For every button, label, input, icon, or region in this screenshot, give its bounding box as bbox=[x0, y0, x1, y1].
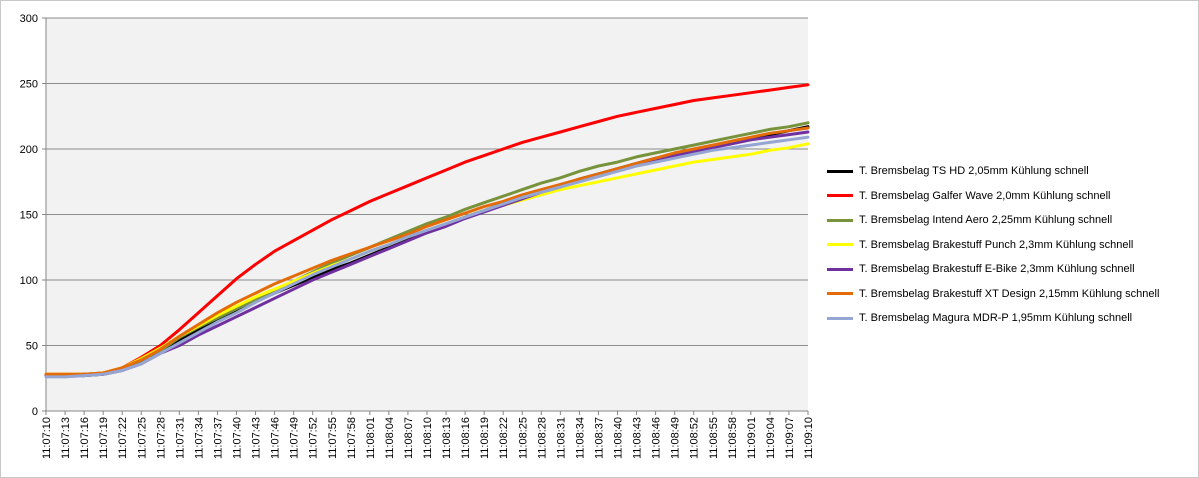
y-tick-label: 50 bbox=[26, 341, 38, 353]
legend-label: T. Bremsbelag Brakestuff Punch 2,3mm Küh… bbox=[859, 238, 1134, 251]
series-line-6 bbox=[44, 126, 810, 376]
x-tick-label: 11:07:31 bbox=[174, 417, 186, 459]
y-tick-label: 0 bbox=[32, 406, 38, 418]
x-tick-label: 11:07:58 bbox=[346, 417, 358, 459]
x-tick-label: 11:07:16 bbox=[79, 417, 91, 459]
x-tick-label: 11:08:19 bbox=[479, 417, 491, 459]
x-tick-label: 11:07:13 bbox=[60, 417, 72, 459]
series-lines bbox=[44, 83, 810, 379]
legend-item: T. Bremsbelag Brakestuff Punch 2,3mm Küh… bbox=[827, 233, 1159, 258]
x-tick-label: 11:07:22 bbox=[117, 417, 129, 459]
x-tick-label: 11:09:10 bbox=[803, 417, 815, 459]
x-tick-label: 11:07:34 bbox=[193, 417, 205, 459]
x-tick-label: 11:08:43 bbox=[632, 417, 644, 459]
x-tick-label: 11:08:25 bbox=[517, 417, 529, 459]
series-line-5 bbox=[44, 130, 810, 378]
legend-label: T. Bremsbelag Brakestuff E-Bike 2,3mm Kü… bbox=[859, 263, 1135, 276]
series-line-2 bbox=[44, 83, 810, 376]
legend-swatch bbox=[827, 267, 853, 271]
x-tick-label: 11:07:55 bbox=[327, 417, 339, 459]
x-tick-label: 11:07:28 bbox=[155, 417, 167, 459]
legend-swatch bbox=[827, 194, 853, 198]
x-tick-label: 11:07:25 bbox=[136, 417, 148, 459]
legend-item: T. Bremsbelag Brakestuff E-Bike 2,3mm Kü… bbox=[827, 257, 1159, 282]
legend-item: T. Bremsbelag Galfer Wave 2,0mm Kühlung … bbox=[827, 184, 1159, 209]
legend-item: T. Bremsbelag Intend Aero 2,25mm Kühlung… bbox=[827, 208, 1159, 233]
x-tick-label: 11:08:46 bbox=[651, 417, 663, 459]
legend-label: T. Bremsbelag Galfer Wave 2,0mm Kühlung … bbox=[859, 189, 1111, 202]
x-tick-label: 11:08:01 bbox=[365, 417, 377, 459]
x-tick-label: 11:09:07 bbox=[784, 417, 796, 459]
y-tick-label: 300 bbox=[20, 13, 38, 25]
x-tick-label: 11:08:31 bbox=[555, 417, 567, 459]
legend-swatch bbox=[827, 169, 853, 173]
x-tick-label: 11:08:55 bbox=[708, 417, 720, 459]
x-tick-label: 11:08:40 bbox=[613, 417, 625, 459]
x-tick-label: 11:08:58 bbox=[727, 417, 739, 459]
legend-item: T. Bremsbelag Brakestuff XT Design 2,15m… bbox=[827, 282, 1159, 307]
x-tick-label: 11:08:04 bbox=[384, 417, 396, 459]
x-tick-label: 11:07:19 bbox=[98, 417, 110, 459]
y-tick-label: 250 bbox=[20, 79, 38, 91]
x-tick-label: 11:08:37 bbox=[593, 417, 605, 459]
legend-label: T. Bremsbelag Intend Aero 2,25mm Kühlung… bbox=[859, 214, 1113, 227]
legend-swatch bbox=[827, 218, 853, 222]
x-tick-label: 11:08:22 bbox=[498, 417, 510, 459]
legend-swatch bbox=[827, 243, 853, 247]
y-tick-label: 100 bbox=[20, 275, 38, 287]
legend-label: T. Bremsbelag Magura MDR-P 1,95mm Kühlun… bbox=[859, 312, 1133, 325]
series-line-7 bbox=[44, 135, 810, 379]
x-tick-label: 11:07:37 bbox=[212, 417, 224, 459]
y-tick-label: 200 bbox=[20, 144, 38, 156]
legend-label: T. Bremsbelag Brakestuff XT Design 2,15m… bbox=[859, 287, 1160, 300]
x-axis-ticks: 11:07:10 11:07:13 11:07:16 11:07:19 11:07:22… bbox=[41, 411, 815, 459]
x-tick-label: 11:08:49 bbox=[670, 417, 682, 459]
x-tick-label: 11:07:52 bbox=[308, 417, 320, 459]
x-tick-label: 11:08:28 bbox=[536, 417, 548, 459]
legend-label: T. Bremsbelag TS HD 2,05mm Kühlung schne… bbox=[859, 165, 1089, 178]
x-tick-label: 11:08:10 bbox=[422, 417, 434, 459]
x-tick-label: 11:09:04 bbox=[765, 417, 777, 459]
x-tick-label: 11:08:52 bbox=[689, 417, 701, 459]
legend: T. Bremsbelag TS HD 2,05mm Kühlung schne… bbox=[827, 159, 1159, 331]
x-tick-label: 11:07:49 bbox=[289, 417, 301, 459]
x-tick-label: 11:07:46 bbox=[270, 417, 282, 459]
legend-item: T. Bremsbelag Magura MDR-P 1,95mm Kühlun… bbox=[827, 306, 1159, 331]
x-tick-label: 11:07:10 bbox=[41, 417, 53, 459]
legend-swatch bbox=[827, 292, 853, 296]
legend-item: T. Bremsbelag TS HD 2,05mm Kühlung schne… bbox=[827, 159, 1159, 184]
x-tick-label: 11:08:07 bbox=[403, 417, 415, 459]
y-axis-ticks: 0 50 100 150 200 250 300 bbox=[20, 13, 46, 418]
y-tick-label: 150 bbox=[20, 210, 38, 222]
x-tick-label: 11:07:40 bbox=[232, 417, 244, 459]
x-tick-label: 11:08:16 bbox=[460, 417, 472, 459]
x-tick-label: 11:08:34 bbox=[574, 417, 586, 459]
x-tick-label: 11:07:43 bbox=[251, 417, 263, 459]
legend-swatch bbox=[827, 316, 853, 320]
x-tick-label: 11:08:13 bbox=[441, 417, 453, 459]
x-tick-label: 11:09:01 bbox=[746, 417, 758, 459]
